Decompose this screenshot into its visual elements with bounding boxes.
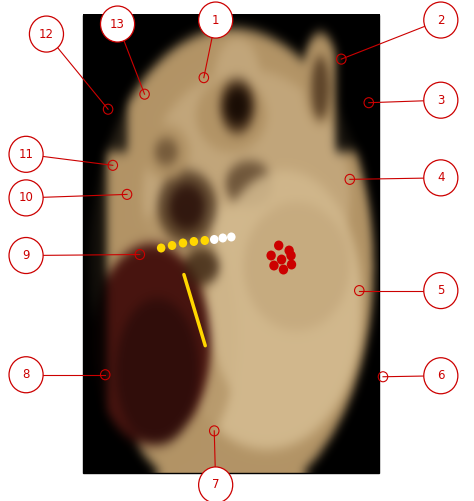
Circle shape	[274, 240, 283, 250]
Circle shape	[199, 2, 233, 38]
Circle shape	[199, 467, 233, 501]
Circle shape	[266, 250, 276, 261]
Circle shape	[201, 236, 209, 245]
Circle shape	[157, 243, 165, 253]
Text: 4: 4	[437, 171, 445, 184]
Text: 8: 8	[22, 368, 30, 381]
Text: 13: 13	[110, 18, 125, 31]
Circle shape	[9, 237, 43, 274]
Circle shape	[9, 136, 43, 172]
Circle shape	[279, 265, 288, 275]
Circle shape	[227, 232, 236, 241]
Circle shape	[9, 180, 43, 216]
Text: 9: 9	[22, 249, 30, 262]
Circle shape	[424, 273, 458, 309]
Circle shape	[269, 261, 279, 271]
Circle shape	[284, 245, 294, 256]
Text: 2: 2	[437, 14, 445, 27]
Circle shape	[100, 6, 135, 42]
Circle shape	[29, 16, 64, 52]
Circle shape	[287, 260, 296, 270]
Text: 12: 12	[39, 28, 54, 41]
Circle shape	[9, 357, 43, 393]
Circle shape	[210, 235, 219, 244]
Circle shape	[190, 237, 198, 246]
Text: 10: 10	[18, 191, 34, 204]
Circle shape	[179, 238, 187, 247]
Text: 3: 3	[437, 94, 445, 107]
Circle shape	[219, 233, 227, 242]
Text: 1: 1	[212, 14, 219, 27]
Circle shape	[424, 82, 458, 118]
Circle shape	[168, 241, 176, 250]
Circle shape	[424, 2, 458, 38]
Text: 5: 5	[437, 284, 445, 297]
Text: 11: 11	[18, 148, 34, 161]
Text: 7: 7	[212, 478, 219, 491]
Text: 6: 6	[437, 369, 445, 382]
Circle shape	[286, 250, 296, 261]
Circle shape	[277, 255, 286, 265]
Circle shape	[424, 358, 458, 394]
Circle shape	[424, 160, 458, 196]
